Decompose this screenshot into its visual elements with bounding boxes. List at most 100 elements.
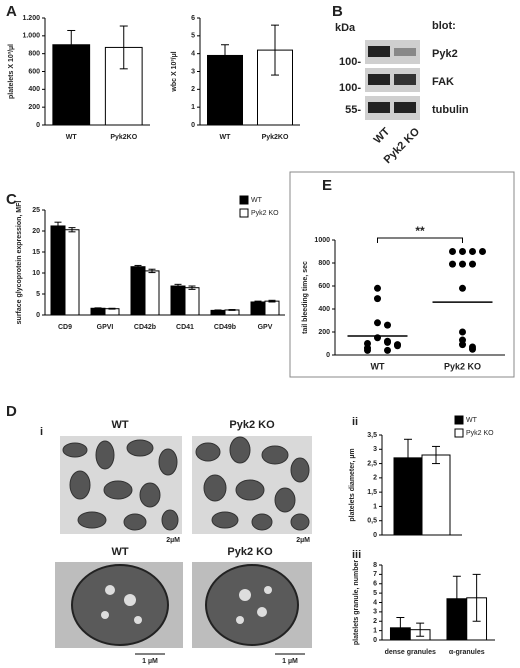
panel-letter: D	[6, 403, 17, 420]
y-axis-label: platelets granule, number	[353, 560, 360, 645]
significance-label: **	[415, 224, 425, 238]
y-tick-label: 7	[373, 571, 377, 578]
band	[368, 46, 390, 57]
protein: FAK	[432, 76, 454, 88]
bar	[207, 54, 243, 126]
band	[368, 74, 390, 85]
point	[459, 260, 466, 268]
bar	[50, 225, 66, 316]
point	[384, 321, 391, 329]
bar	[90, 307, 106, 316]
y-tick-label: 15	[32, 249, 40, 256]
point	[459, 284, 466, 292]
y-tick-label: 5	[373, 590, 377, 597]
point	[394, 342, 401, 350]
panel-letter: A	[6, 3, 17, 20]
legend-label: WT	[466, 417, 478, 424]
bar	[184, 287, 200, 316]
image-label: Pyk2 KO	[227, 546, 273, 558]
platelets	[62, 436, 310, 531]
band	[394, 74, 416, 85]
micrographs: WT Pyk2 KO 2µM 2µM WT Pyk2 KO 1 µM 1 µM	[55, 419, 312, 665]
sub-label: i	[40, 426, 43, 438]
bar	[421, 454, 451, 536]
lane-label: WT	[372, 125, 393, 146]
image-label: Pyk2 KO	[229, 419, 275, 431]
x-tick-label: WT	[220, 134, 232, 141]
y-tick-label: 1.200	[22, 15, 40, 22]
point	[449, 260, 456, 268]
bar	[170, 285, 186, 316]
image-label: WT	[111, 546, 128, 558]
point	[469, 260, 476, 268]
point	[449, 248, 456, 255]
y-tick-label: 400	[28, 86, 40, 93]
bar	[144, 270, 160, 316]
y-tick-label: 3,5	[367, 432, 377, 439]
y-tick-label: 3	[373, 609, 377, 616]
y-tick-label: 3	[373, 446, 377, 453]
legend-swatch	[454, 415, 464, 425]
point	[374, 295, 381, 303]
legend-swatch	[239, 208, 249, 218]
y-tick-label: 5	[36, 291, 40, 298]
scale-label: 1 µM	[282, 658, 298, 665]
x-tick-label: WT	[371, 361, 385, 371]
blot: kDa blot: 100- 100- 55- Pyk2 FAK tubulin…	[335, 20, 469, 166]
y-tick-label: 0	[36, 122, 40, 129]
y-tick-label: 600	[28, 68, 40, 75]
y-tick-label: 1	[373, 503, 377, 510]
point	[374, 319, 381, 327]
legend-label: Pyk2 KO	[251, 210, 279, 217]
point	[364, 346, 371, 354]
y-tick-label: 5	[191, 33, 195, 40]
legend-label: WT	[251, 197, 263, 204]
y-axis-label: tail bleeding time, sec	[302, 261, 309, 334]
x-tick-label: CD42b	[134, 324, 156, 331]
point	[459, 341, 466, 349]
y-tick-label: 10	[32, 270, 40, 277]
x-tick-label: GPVI	[97, 324, 114, 331]
y-tick-label: 800	[318, 260, 330, 267]
x-tick-label: α-granules	[449, 649, 485, 656]
point	[459, 328, 466, 336]
x-tick-label: CD9	[58, 324, 72, 331]
x-tick-label: CD49b	[214, 324, 236, 331]
point	[459, 248, 466, 255]
y-tick-label: 0,5	[367, 518, 377, 525]
band	[368, 102, 390, 113]
y-tick-label: 200	[28, 104, 40, 111]
bar	[250, 301, 266, 316]
y-tick-label: 400	[318, 306, 330, 313]
y-tick-label: 4	[373, 599, 377, 606]
platelet	[71, 564, 169, 646]
y-tick-label: 1000	[314, 237, 330, 244]
legend-swatch	[239, 195, 249, 205]
y-tick-label: 0	[373, 637, 377, 644]
y-axis-label: platelets X 10³/µl	[8, 44, 15, 99]
y-tick-label: 200	[318, 329, 330, 336]
y-tick-label: 2,5	[367, 460, 377, 467]
y-tick-label: 0	[36, 312, 40, 319]
bar	[264, 300, 280, 316]
x-tick-label: Pyk2KO	[262, 134, 289, 141]
y-tick-label: 2	[191, 86, 195, 93]
x-tick-label: GPV	[258, 324, 273, 331]
protein: tubulin	[432, 104, 469, 116]
legend-swatch	[454, 428, 464, 438]
band	[394, 48, 416, 56]
panel-letter: E	[322, 177, 332, 194]
blot-unit: kDa	[335, 22, 356, 34]
panel-frame	[289, 171, 515, 378]
y-tick-label: 0	[373, 532, 377, 539]
legend-label: Pyk2 KO	[466, 430, 494, 437]
y-tick-label: 1	[191, 104, 195, 111]
y-tick-label: 1	[373, 627, 377, 634]
point	[374, 284, 381, 292]
x-tick-label: Pyk2 KO	[444, 361, 481, 371]
point	[384, 346, 391, 354]
protein: Pyk2	[432, 48, 458, 60]
band	[394, 102, 416, 113]
sub-label: ii	[352, 416, 358, 428]
